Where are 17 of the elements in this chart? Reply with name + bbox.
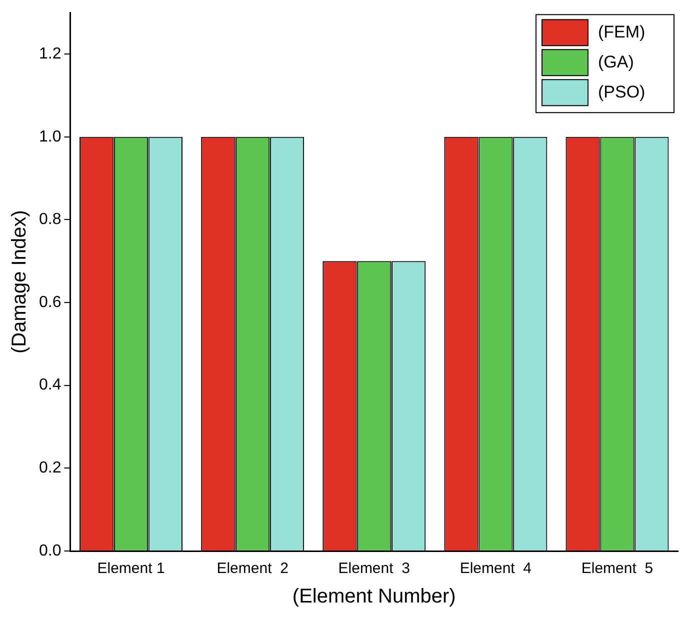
x-axis-title: (Element Number) <box>292 586 456 608</box>
legend-label: (PSO) <box>598 82 646 102</box>
x-tick-label: Element 1 <box>97 560 165 578</box>
x-tick-label: Element 3 <box>338 560 410 578</box>
x-tick-label: Element 2 <box>216 560 288 578</box>
x-tick-label: Element 5 <box>581 560 654 578</box>
y-tick-label: 0.4 <box>38 376 62 394</box>
x-tick-label: Element 4 <box>460 560 532 578</box>
y-tick-label: 1.2 <box>38 45 62 62</box>
y-tick-label: 1.0 <box>38 128 62 146</box>
y-tick-label: 0.6 <box>38 294 62 311</box>
y-axis-title: (Damage Index) <box>8 210 31 354</box>
y-tick-label: 0.8 <box>38 211 62 228</box>
y-tick-label: 0.0 <box>38 542 62 560</box>
y-tick-label: 0.2 <box>38 460 62 477</box>
legend-label: (GA) <box>598 52 634 72</box>
legend-label: (FEM) <box>598 22 646 42</box>
